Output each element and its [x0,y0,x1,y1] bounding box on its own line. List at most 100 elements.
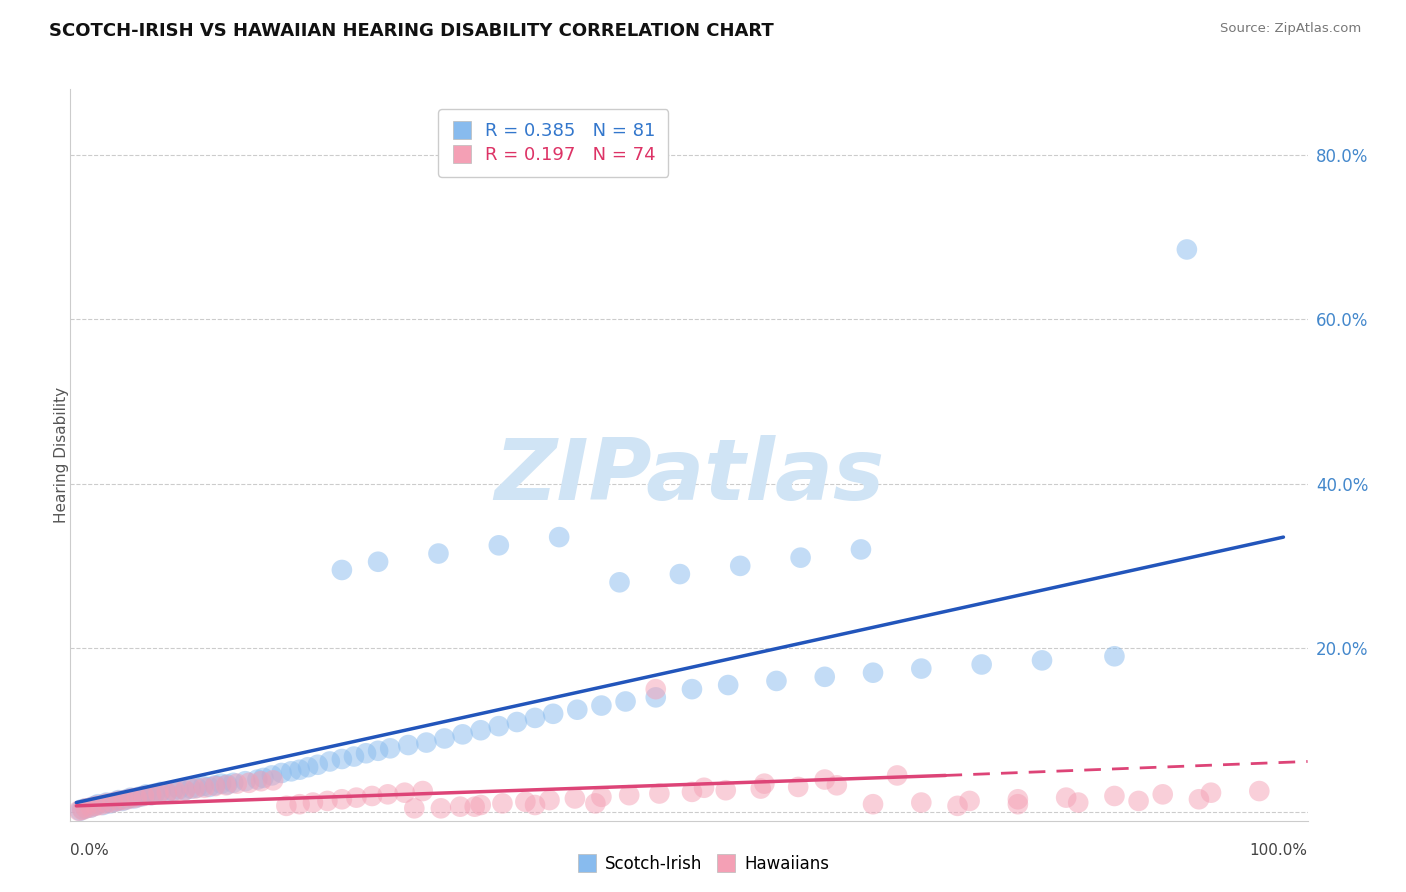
Legend: Scotch-Irish, Hawaiians: Scotch-Irish, Hawaiians [571,848,835,880]
Point [541,706,564,721]
Point [319,755,342,769]
Point [1067,796,1090,810]
Point [564,791,586,805]
Point [156,786,179,800]
Point [765,673,787,688]
Point [225,777,247,791]
Point [609,575,631,590]
Point [124,791,146,805]
Point [1175,243,1198,257]
Point [464,799,486,814]
Point [162,784,184,798]
Point [394,786,416,800]
Point [316,794,339,808]
Point [180,781,202,796]
Text: 0.0%: 0.0% [70,843,110,857]
Point [717,678,740,692]
Point [825,778,848,792]
Point [367,555,389,569]
Point [84,798,107,813]
Point [862,797,884,812]
Point [198,780,221,794]
Point [280,764,302,779]
Point [1031,653,1053,667]
Point [849,542,872,557]
Point [262,773,284,788]
Text: ZIPatlas: ZIPatlas [494,435,884,518]
Point [101,796,124,810]
Point [491,797,513,811]
Point [107,794,129,808]
Point [959,794,981,808]
Point [910,662,932,676]
Point [114,793,136,807]
Point [1007,797,1029,812]
Point [276,798,298,813]
Point [1128,794,1150,808]
Point [148,787,170,801]
Point [111,794,134,808]
Point [538,793,561,807]
Point [96,796,118,810]
Point [191,779,214,793]
Point [591,789,613,804]
Point [238,776,260,790]
Point [156,786,179,800]
Point [132,789,155,803]
Point [183,781,205,796]
Point [135,788,157,802]
Point [1007,792,1029,806]
Point [787,780,810,794]
Point [361,789,384,803]
Point [681,682,703,697]
Point [970,657,993,672]
Point [297,760,319,774]
Point [862,665,884,680]
Point [814,772,837,787]
Point [1152,788,1174,802]
Point [246,772,269,787]
Point [120,791,142,805]
Point [343,749,366,764]
Point [143,787,166,801]
Point [120,790,142,805]
Point [69,804,91,818]
Point [80,800,103,814]
Point [96,797,118,811]
Point [619,788,641,802]
Point [693,780,716,795]
Point [524,797,547,812]
Point [72,802,94,816]
Text: 100.0%: 100.0% [1250,843,1308,857]
Point [614,694,637,708]
Point [204,779,226,793]
Point [377,788,399,802]
Point [288,797,311,812]
Point [80,800,103,814]
Point [583,797,606,811]
Point [330,792,353,806]
Text: Source: ZipAtlas.com: Source: ZipAtlas.com [1220,22,1361,36]
Point [451,727,474,741]
Point [107,793,129,807]
Point [67,804,90,818]
Point [250,774,273,789]
Point [404,801,426,815]
Point [470,723,492,738]
Point [174,783,197,797]
Point [681,785,703,799]
Point [754,777,776,791]
Point [714,783,737,797]
Point [141,788,163,802]
Point [104,795,127,809]
Point [728,558,751,573]
Point [506,714,529,729]
Point [427,547,450,561]
Point [789,550,811,565]
Point [87,797,110,812]
Point [115,792,138,806]
Point [233,774,256,789]
Legend: R = 0.385   N = 81, R = 0.197   N = 74: R = 0.385 N = 81, R = 0.197 N = 74 [439,109,668,177]
Point [946,798,969,813]
Point [354,746,377,760]
